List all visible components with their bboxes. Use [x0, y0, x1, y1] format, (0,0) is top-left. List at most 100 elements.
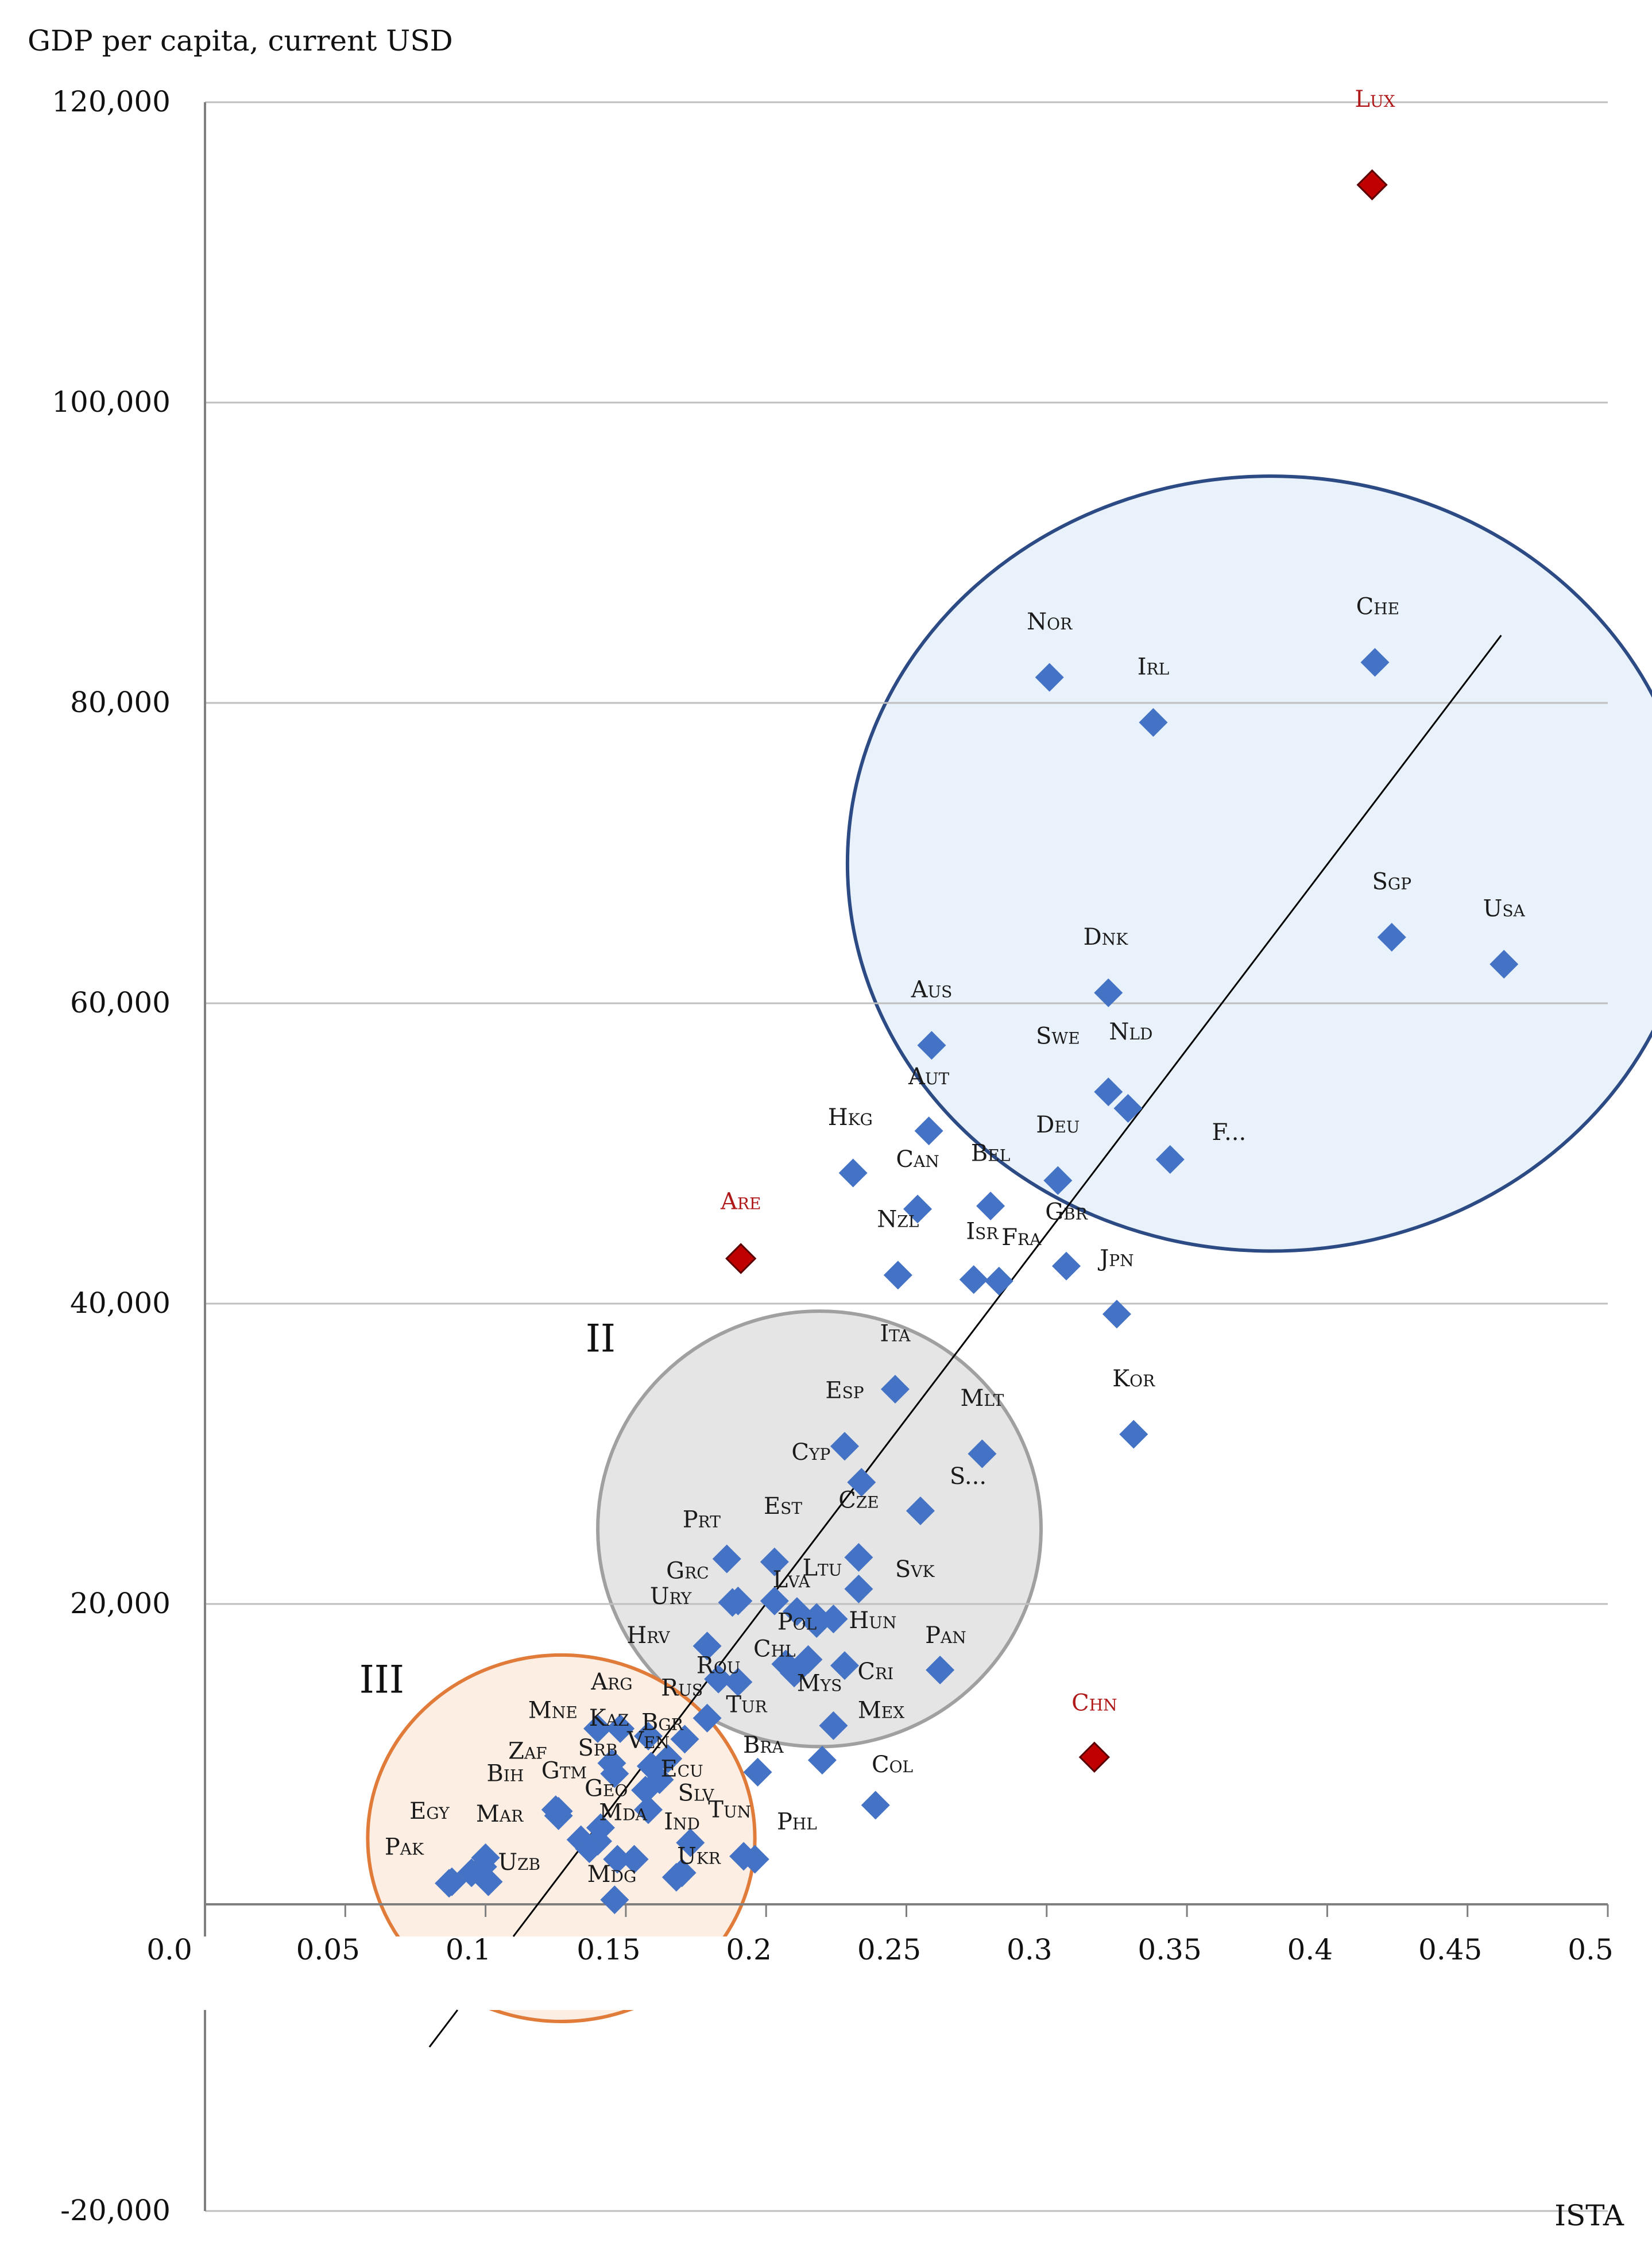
data-point	[676, 1828, 705, 1857]
point-label: Geo	[585, 1776, 628, 1802]
data-point	[880, 1375, 910, 1404]
x-tick-label: 0.35	[1138, 1933, 1201, 1966]
point-label: Cyp	[791, 1439, 830, 1466]
data-point	[1052, 1251, 1081, 1281]
y-tick-label: 20,000	[70, 1587, 171, 1620]
x-tick-label: 0.1	[446, 1933, 492, 1966]
data-point	[1377, 922, 1406, 952]
x-tick-label: 0.15	[577, 1933, 640, 1966]
point-label: Mlt	[960, 1385, 1004, 1412]
data-point	[600, 1885, 629, 1915]
data-point	[1155, 1145, 1185, 1174]
point-label: Lux	[1355, 86, 1395, 113]
point-label: Usa	[1483, 895, 1526, 922]
data-point	[760, 1586, 789, 1615]
point-label: Arg	[590, 1669, 632, 1695]
point-label: Aut	[908, 1064, 949, 1090]
axes: 120,000 100,000 80,000 60,000 40,000 20,000 -2…	[52, 85, 1614, 2227]
point-label: Gtm	[541, 1757, 587, 1784]
data-point	[468, 1852, 497, 1881]
data-point	[959, 1265, 988, 1294]
data-point	[819, 1605, 848, 1634]
data-point	[1489, 950, 1519, 979]
point-label: Esp	[825, 1378, 864, 1404]
point-label: Ltu	[802, 1555, 842, 1581]
data-point	[830, 1432, 860, 1461]
point-label: Gbr	[1045, 1199, 1088, 1226]
point-label: Ven	[626, 1727, 670, 1754]
point-label: Che	[1356, 594, 1399, 620]
point-label: Fra	[1001, 1224, 1042, 1251]
point-label: Ita	[880, 1320, 911, 1347]
point-label: Mdg	[587, 1861, 637, 1888]
data-point	[906, 1496, 935, 1525]
data-point	[712, 1544, 741, 1574]
point-label: Pol	[777, 1609, 817, 1635]
point-label: Zaf	[508, 1738, 547, 1764]
data-point	[1102, 1300, 1131, 1329]
point-label: Ury	[650, 1583, 692, 1610]
point-label: Sgp	[1372, 868, 1411, 895]
y-tick-label: 100,000	[52, 385, 171, 419]
data-point	[819, 1711, 848, 1740]
data-point	[1360, 648, 1390, 677]
point-label: Rou	[697, 1652, 741, 1679]
data-point	[1035, 663, 1064, 692]
data-point	[926, 1656, 955, 1685]
point-label: Irl	[1138, 654, 1169, 680]
data-point	[1094, 978, 1123, 1007]
data-points	[435, 169, 1519, 1915]
data-point	[794, 1645, 823, 1674]
data-point	[838, 1158, 868, 1188]
data-point	[903, 1195, 933, 1224]
data-point	[670, 1725, 699, 1754]
data-point	[603, 1845, 632, 1874]
data-point	[976, 1192, 1005, 1221]
data-point	[883, 1261, 912, 1290]
data-point	[1043, 1166, 1073, 1195]
x-tick-label: 0.45	[1418, 1933, 1482, 1966]
point-label: Svk	[895, 1556, 935, 1583]
point-label: Nld	[1109, 1019, 1152, 1045]
point-label: Mex	[858, 1698, 904, 1724]
point-label: Hrv	[626, 1622, 670, 1649]
point-label: Mda	[599, 1800, 647, 1826]
data-point	[968, 1439, 997, 1468]
x-tick-label: 0.25	[857, 1933, 921, 1966]
point-label: Pan	[925, 1622, 966, 1649]
y-tick-label: 40,000	[70, 1286, 171, 1320]
data-point	[583, 1714, 613, 1744]
gridlines	[205, 101, 1608, 2212]
point-label: Bgr	[641, 1710, 684, 1736]
point-label: S...	[950, 1463, 986, 1490]
y-tick-label: 120,000	[52, 85, 171, 118]
data-point	[844, 1574, 873, 1603]
point-label: Nor	[1027, 609, 1073, 635]
data-point	[692, 1632, 722, 1661]
data-point	[847, 1468, 876, 1497]
data-point	[760, 1547, 789, 1576]
y-tick-label: -20,000	[60, 2194, 171, 2227]
cluster-label: III	[359, 1657, 404, 1702]
cluster-label: II	[586, 1317, 616, 1361]
point-label: Hkg	[828, 1104, 873, 1131]
point-label: Chn	[1071, 1690, 1117, 1717]
data-point	[575, 1834, 604, 1864]
point-label: Uzb	[498, 1849, 540, 1876]
point-label: Prt	[683, 1507, 721, 1533]
point-label: Est	[764, 1493, 802, 1520]
x-tick-label: 0.4	[1287, 1933, 1333, 1966]
data-point	[718, 1588, 747, 1617]
data-point	[861, 1791, 890, 1820]
point-label: Bel	[971, 1141, 1010, 1167]
point-label: Mne	[528, 1698, 578, 1724]
data-point	[729, 1842, 759, 1871]
outlier-point	[1356, 169, 1388, 200]
point-label: Jpn	[1097, 1246, 1133, 1272]
data-point	[606, 1714, 635, 1744]
x-tick-label: 0.05	[296, 1933, 360, 1966]
point-label: Cze	[838, 1487, 879, 1514]
point-label: Swe	[1036, 1023, 1080, 1050]
